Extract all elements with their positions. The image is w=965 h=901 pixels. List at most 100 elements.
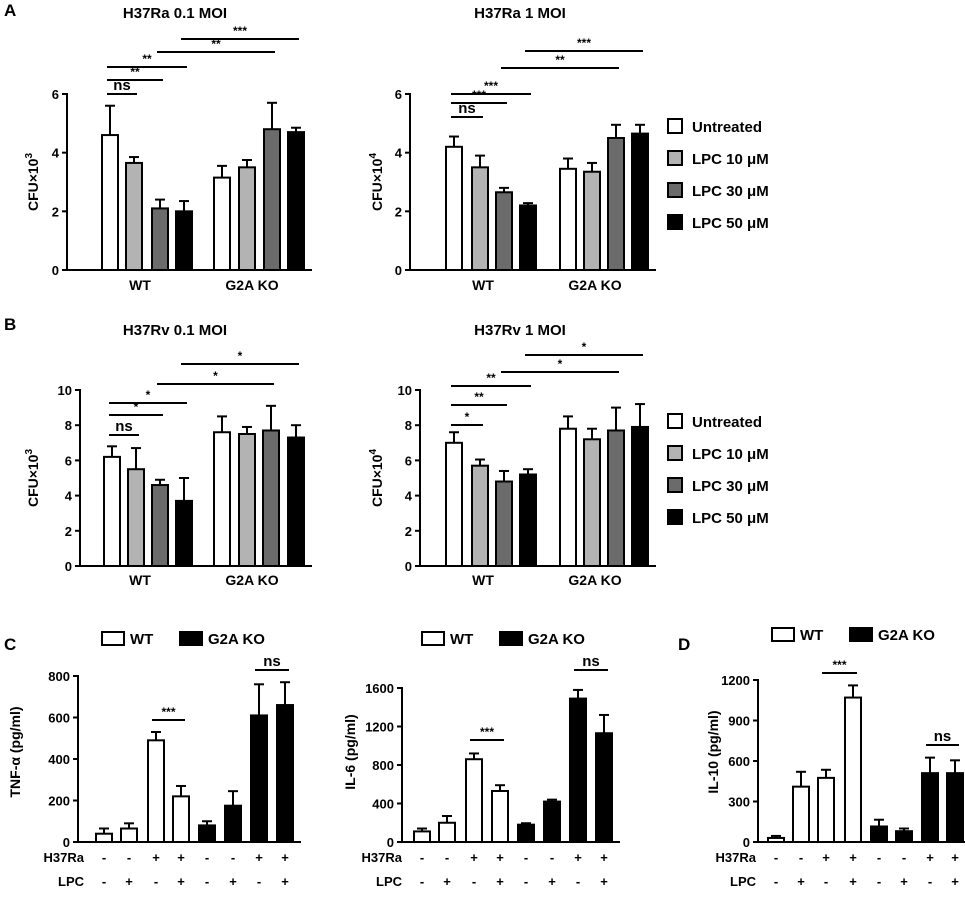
bar	[817, 776, 835, 843]
condition-row-label: H37Ra	[362, 850, 403, 865]
condition-row-label: LPC	[58, 874, 85, 889]
y-tick-label: 0	[63, 835, 70, 850]
bar	[946, 772, 964, 844]
y-tick-label: 4	[405, 489, 413, 504]
y-tick-label: 400	[48, 752, 70, 767]
legend-label: G2A KO	[878, 627, 935, 644]
condition-row-label: H37Ra	[716, 850, 757, 865]
chart-c1: 0 200 400 600 800 TNF-α (pg/ml) *** ns H37Ra - - + +…	[7, 653, 301, 889]
condition-symbol: -	[154, 874, 158, 889]
y-axis-label-exponent: 3	[24, 449, 35, 455]
chart-c2: 0 400 800 1200 1600 IL-6 (pg/ml) *** ns H37Ra - - +…	[342, 653, 620, 889]
y-tick-label: 1200	[721, 673, 750, 688]
bar	[595, 732, 613, 843]
condition-symbol: -	[472, 874, 476, 889]
condition-symbol: -	[102, 850, 106, 865]
condition-symbol: -	[231, 850, 235, 865]
y-tick-label: 0	[387, 835, 394, 850]
condition-symbol: +	[177, 850, 185, 865]
y-tick-label: 6	[52, 87, 59, 102]
bar	[287, 131, 305, 271]
group-label: G2A KO	[225, 277, 278, 293]
legend-label: WT	[130, 631, 153, 648]
significance-label: *	[465, 410, 470, 424]
y-axis-label: IL-10 (pg/ml)	[705, 710, 721, 793]
y-axis-label: CFU×104	[368, 449, 385, 508]
bar	[495, 191, 513, 271]
group-label: WT	[472, 277, 494, 293]
condition-symbol: +	[496, 874, 504, 889]
y-tick-label: 6	[405, 453, 412, 468]
condition-symbol: +	[281, 850, 289, 865]
group-label: G2A KO	[225, 572, 278, 588]
condition-symbol: +	[255, 850, 263, 865]
condition-symbol: +	[177, 874, 185, 889]
condition-symbol: +	[900, 874, 908, 889]
condition-symbol: -	[877, 850, 881, 865]
bar	[95, 832, 113, 844]
legend-swatch	[667, 214, 683, 230]
condition-symbol: -	[799, 850, 803, 865]
y-tick-label: 2	[52, 204, 59, 219]
legend-label: LPC 50 μM	[692, 510, 769, 527]
y-tick-label: 10	[398, 383, 412, 398]
bar	[213, 176, 231, 272]
y-tick-label: 4	[65, 489, 73, 504]
y-tick-label: 6	[65, 453, 72, 468]
legend-lpc: Untreated LPC 10 μM LPC 30 μM LPC 50 μM	[667, 413, 769, 527]
bar	[607, 429, 625, 568]
condition-symbol: -	[420, 850, 424, 865]
bar	[413, 830, 431, 843]
legend-label: LPC 10 μM	[692, 446, 769, 463]
y-axis-label-exponent: 4	[368, 449, 379, 455]
bar	[127, 468, 145, 568]
legend-swatch	[101, 631, 125, 646]
y-axis-label-exponent: 4	[368, 153, 379, 159]
bar	[559, 427, 577, 567]
significance-label: **	[211, 37, 221, 51]
condition-symbol: -	[877, 874, 881, 889]
bar	[631, 425, 649, 567]
significance-label: ns	[113, 77, 131, 94]
significance-label: *	[238, 349, 243, 363]
bar	[198, 824, 216, 844]
condition-symbol: +	[926, 850, 934, 865]
bar	[213, 431, 231, 567]
legend-c1: WT G2A KO	[101, 631, 265, 648]
bar	[569, 697, 587, 844]
condition-symbol: +	[443, 874, 451, 889]
condition-row-label: LPC	[376, 874, 403, 889]
y-tick-label: 300	[728, 795, 750, 810]
legend-label: LPC 30 μM	[692, 183, 769, 200]
legend-label: Untreated	[692, 119, 762, 136]
group-label: G2A KO	[568, 277, 621, 293]
bar	[263, 128, 281, 271]
bar	[250, 714, 268, 843]
chart-title: H37Ra 1 MOI	[474, 5, 566, 22]
y-tick-label: 0	[395, 263, 402, 278]
bar	[607, 137, 625, 271]
legend-label: LPC 10 μM	[692, 151, 769, 168]
condition-symbol: +	[797, 874, 805, 889]
legend-swatch	[667, 150, 683, 166]
bar	[120, 827, 138, 844]
legend-swatch	[667, 413, 683, 429]
bar	[870, 825, 888, 843]
condition-row-label: LPC	[730, 874, 757, 889]
legend-swatch	[849, 627, 873, 642]
condition-symbol: +	[822, 850, 830, 865]
group-label: G2A KO	[568, 572, 621, 588]
legend-label: WT	[800, 627, 823, 644]
y-axis-label: CFU×103	[24, 153, 41, 212]
significance-label: ns	[458, 100, 476, 117]
condition-symbol: +	[152, 850, 160, 865]
significance-label: ns	[263, 653, 281, 670]
bar	[175, 210, 193, 271]
y-tick-label: 900	[728, 714, 750, 729]
chart-title: H37Rv 0.1 MOI	[123, 322, 227, 339]
bar	[151, 207, 169, 271]
